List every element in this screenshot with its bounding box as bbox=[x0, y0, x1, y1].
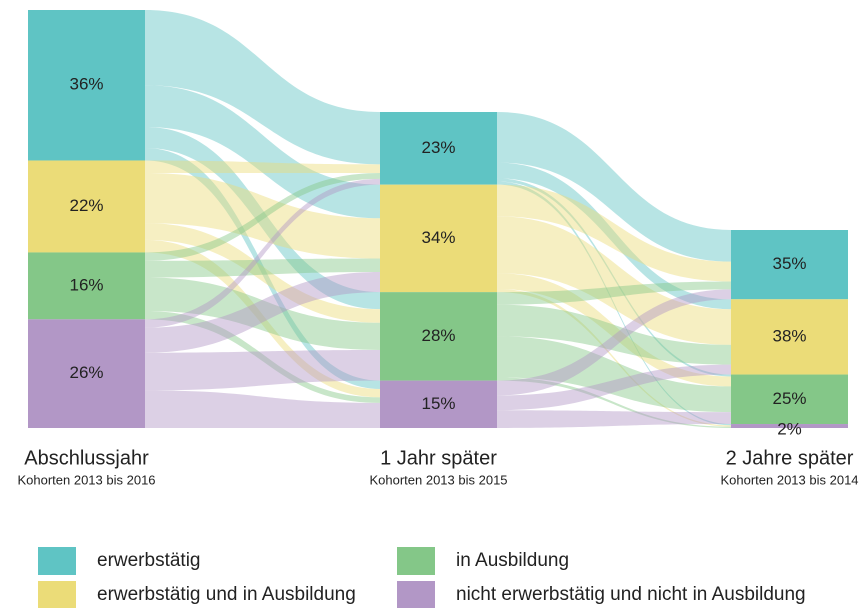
stage-sublabel: Kohorten 2013 bis 2014 bbox=[720, 472, 858, 487]
flow bbox=[497, 364, 731, 411]
flow bbox=[145, 85, 380, 219]
node-label: 15% bbox=[421, 394, 455, 413]
node bbox=[28, 10, 145, 161]
stage-sublabel: Kohorten 2013 bis 2015 bbox=[369, 472, 507, 487]
flow bbox=[497, 178, 731, 377]
flow bbox=[497, 289, 731, 396]
legend-label: erwerbstätig und in Ausbildung bbox=[97, 584, 356, 605]
stage-sublabel: Kohorten 2013 bis 2016 bbox=[17, 472, 155, 487]
flow bbox=[145, 147, 380, 389]
node bbox=[380, 292, 497, 381]
node-label: 28% bbox=[421, 326, 455, 345]
flow bbox=[145, 349, 380, 391]
stage-label: 2 Jahre später bbox=[726, 447, 854, 469]
node-label: 23% bbox=[421, 138, 455, 157]
node-label: 22% bbox=[69, 196, 103, 215]
node-label: 16% bbox=[69, 275, 103, 294]
flow bbox=[145, 223, 380, 323]
legend-swatch bbox=[397, 547, 435, 575]
flow bbox=[497, 410, 731, 428]
flow bbox=[145, 160, 380, 174]
flow bbox=[497, 273, 731, 387]
node bbox=[28, 160, 145, 253]
flow bbox=[145, 178, 380, 328]
flow bbox=[145, 239, 380, 398]
legend-label: in Ausbildung bbox=[456, 550, 569, 571]
flow bbox=[497, 112, 731, 262]
flow bbox=[497, 288, 731, 427]
node-label: 38% bbox=[772, 326, 806, 345]
links bbox=[145, 10, 731, 428]
flow bbox=[497, 181, 731, 426]
node-label: 34% bbox=[421, 228, 455, 247]
node bbox=[380, 380, 497, 428]
legend-swatch bbox=[38, 581, 76, 608]
node bbox=[731, 424, 848, 428]
flow bbox=[145, 258, 380, 278]
node bbox=[731, 374, 848, 425]
node-label: 35% bbox=[772, 254, 806, 273]
flow bbox=[497, 184, 731, 282]
node bbox=[731, 299, 848, 375]
node-label: 2% bbox=[777, 419, 802, 438]
flow bbox=[145, 310, 380, 403]
node bbox=[731, 230, 848, 300]
flow bbox=[497, 281, 731, 305]
node bbox=[380, 184, 497, 293]
node-label: 26% bbox=[69, 363, 103, 382]
node bbox=[28, 319, 145, 428]
node bbox=[380, 112, 497, 185]
legend-label: nicht erwerbstätig und nicht in Ausbildu… bbox=[456, 584, 806, 605]
flow bbox=[497, 216, 731, 345]
nodes: 36% 22% 16% 26% 23% 34% 28% 15% 35% 38% 25% 2% bbox=[28, 10, 848, 438]
node-label: 25% bbox=[772, 389, 806, 408]
flow bbox=[497, 304, 731, 365]
flow bbox=[145, 173, 380, 261]
node-label: 36% bbox=[69, 75, 103, 94]
flow bbox=[145, 127, 380, 310]
stage-label: Abschlussjahr bbox=[24, 447, 149, 469]
stage-label: 1 Jahr später bbox=[380, 447, 497, 469]
node bbox=[28, 252, 145, 320]
legend-swatch bbox=[397, 581, 435, 608]
flow bbox=[145, 271, 380, 353]
flow bbox=[497, 377, 731, 428]
flow bbox=[497, 162, 731, 310]
legend-swatch bbox=[38, 547, 76, 575]
legend-label: erwerbstätig bbox=[97, 550, 201, 571]
flow bbox=[145, 277, 380, 350]
flow bbox=[145, 10, 380, 165]
flow bbox=[145, 173, 380, 259]
flow bbox=[497, 336, 731, 413]
flow bbox=[145, 390, 380, 428]
